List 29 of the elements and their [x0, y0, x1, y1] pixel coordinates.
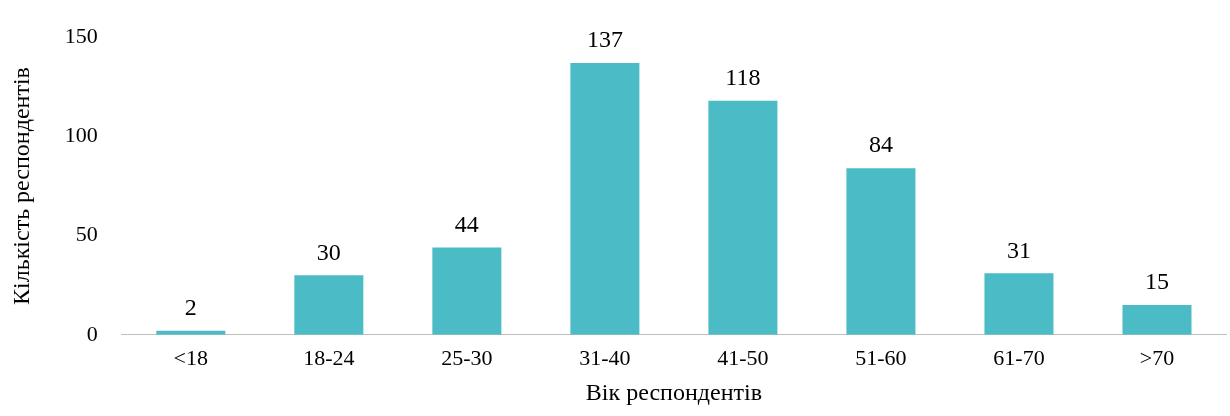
- data-label: 44: [454, 210, 479, 237]
- y-tick-label: 100: [64, 122, 98, 148]
- x-axis-title: Вік респондентів: [585, 378, 762, 405]
- bar: [984, 273, 1054, 335]
- x-tick-label: 31-40: [579, 344, 631, 370]
- data-label: 31: [1006, 236, 1031, 263]
- data-label: 137: [586, 26, 623, 53]
- x-tick-label: 41-50: [717, 344, 769, 370]
- x-tick-label: <18: [173, 344, 209, 370]
- data-label: 84: [868, 131, 893, 158]
- y-axis-title: Кількість респондентів: [7, 67, 34, 305]
- bar: [570, 62, 640, 335]
- x-tick-label: >70: [1139, 344, 1175, 370]
- y-tick-label: 50: [75, 221, 98, 247]
- y-tick-label: 0: [86, 320, 98, 346]
- data-label: 15: [1144, 268, 1169, 295]
- bar: [846, 168, 916, 335]
- bar: [708, 100, 778, 335]
- data-label: 118: [725, 63, 761, 90]
- x-tick-label: 25-30: [441, 344, 493, 370]
- x-tick-label: 61-70: [993, 344, 1045, 370]
- bar: [432, 247, 502, 335]
- data-label: 2: [184, 294, 197, 321]
- data-label: 30: [316, 238, 341, 265]
- y-tick-label: 150: [64, 22, 98, 48]
- bar: [294, 275, 364, 335]
- bar: [1122, 305, 1192, 335]
- x-tick-label: 18-24: [303, 344, 355, 370]
- x-tick-label: 51-60: [855, 344, 907, 370]
